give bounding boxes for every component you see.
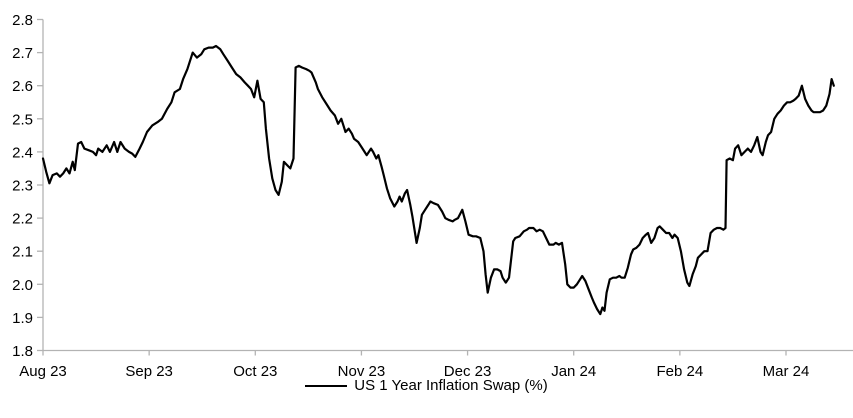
y-tick-label: 2.6 (12, 78, 33, 95)
x-tick-label: Nov 23 (338, 363, 386, 380)
x-tick-label: Dec 23 (444, 363, 492, 380)
x-tick-label: Sep 23 (125, 363, 173, 380)
y-tick-label: 2.3 (12, 178, 33, 195)
y-tick-label: 2.8 (12, 12, 33, 29)
x-tick-label: Aug 23 (19, 363, 67, 380)
x-tick-label: Mar 24 (763, 363, 810, 380)
y-tick-label: 2.2 (12, 211, 33, 228)
legend-label: US 1 Year Inflation Swap (%) (354, 377, 548, 394)
x-tick-label: Oct 23 (233, 363, 277, 380)
y-tick-label: 2.1 (12, 244, 33, 261)
series-line (41, 44, 835, 316)
legend-line-sample (305, 384, 348, 387)
x-tick-label: Jan 24 (551, 363, 596, 380)
y-tick-label: 2.5 (12, 111, 33, 128)
y-tick-label: 1.9 (12, 310, 33, 327)
x-tick-label: Feb 24 (657, 363, 704, 380)
y-tick-label: 2.0 (12, 277, 33, 294)
y-tick-label: 2.7 (12, 45, 33, 62)
y-tick-label: 1.8 (12, 343, 33, 360)
legend: US 1 Year Inflation Swap (%) (0, 377, 853, 394)
y-tick-label: 2.4 (12, 144, 33, 161)
